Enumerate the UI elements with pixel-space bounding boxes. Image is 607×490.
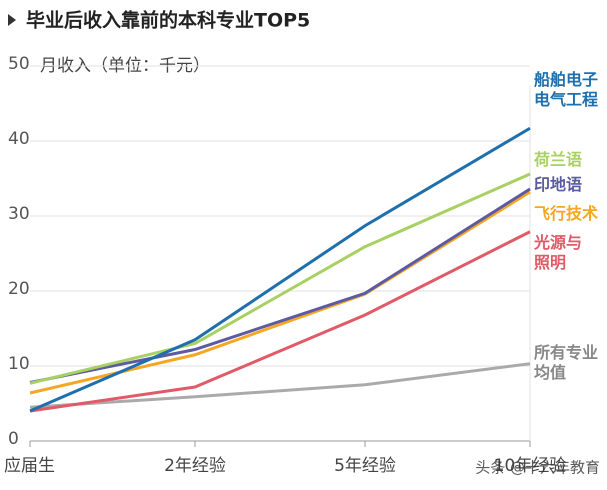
y-tick-label: 30 [8,204,30,224]
title-marker [8,14,16,26]
legend-label: 印地语 [534,175,583,194]
legend-label: 荷兰语 [534,150,583,169]
chart-title: 毕业后收入靠前的本科专业TOP5 [26,9,310,32]
legend-label: 船舶电子电气工程 [534,70,599,109]
series-line [29,362,531,409]
legend-label: 光源与照明 [534,233,583,272]
series-line [29,230,531,413]
series-line [29,190,531,395]
legend-label: 飞行技术 [534,204,599,223]
y-tick-label: 50 [8,54,30,74]
series-line [29,172,531,385]
watermark: 头条 @十六年教育 [475,459,600,477]
y-tick-label: 0 [8,429,19,449]
legend-label: 所有专业均值 [534,343,599,382]
x-tick-label: 10年经验 [494,456,567,476]
y-tick-label: 20 [8,279,30,299]
y-tick-label: 40 [8,129,30,149]
x-tick-label: 5年经验 [334,456,396,476]
x-tick-label: 应届生 [4,456,55,476]
series-line [29,126,531,413]
series-line [29,187,531,384]
x-tick-label: 2年经验 [164,456,226,476]
y-tick-label: 10 [8,354,30,374]
